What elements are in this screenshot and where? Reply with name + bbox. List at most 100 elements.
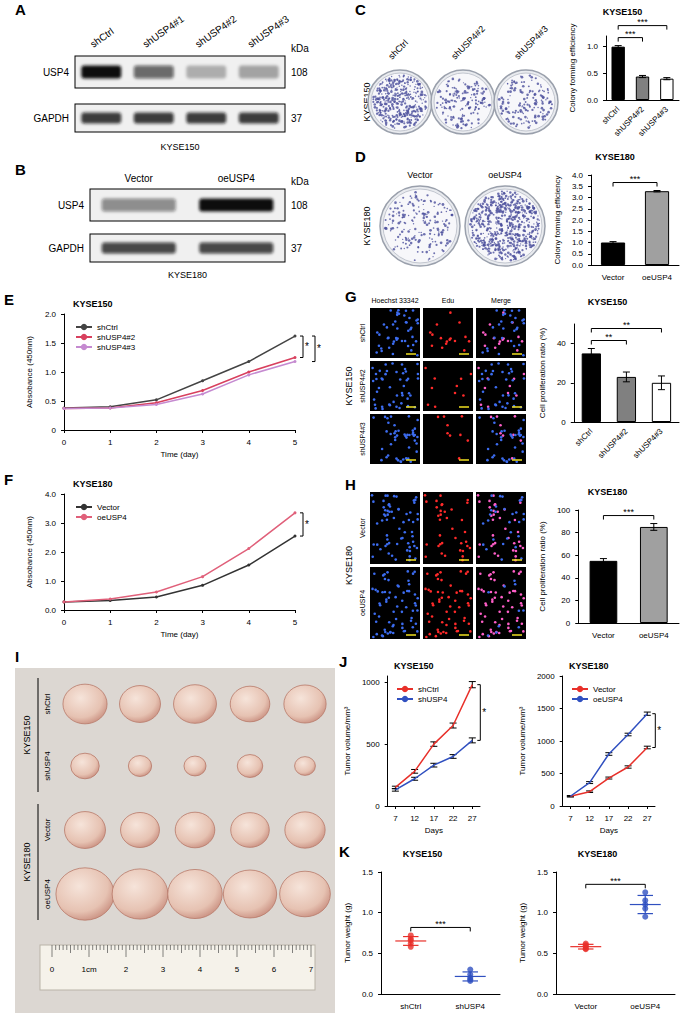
svg-text:shCtrl: shCtrl (573, 427, 594, 448)
svg-text:Colony forming efficiency: Colony forming efficiency (568, 23, 577, 112)
svg-text:KYSE150: KYSE150 (73, 299, 113, 309)
svg-text:oeUSP4: oeUSP4 (639, 631, 669, 640)
svg-text:KYSE180: KYSE180 (73, 479, 113, 489)
svg-text:shUSP4: shUSP4 (456, 1002, 486, 1011)
svg-text:Vector: Vector (574, 1002, 597, 1011)
svg-text:Absobance (450nm): Absobance (450nm) (25, 516, 34, 588)
svg-text:5: 5 (293, 618, 298, 627)
svg-text:H: H (345, 476, 356, 493)
svg-text:1.0: 1.0 (587, 42, 599, 51)
svg-text:1.0: 1.0 (45, 577, 57, 586)
svg-text:0.5: 0.5 (537, 949, 549, 958)
svg-text:Hoechst 33342: Hoechst 33342 (371, 297, 418, 304)
svg-text:2: 2 (124, 965, 129, 974)
svg-text:A: A (15, 1, 26, 18)
svg-text:0: 0 (375, 802, 380, 811)
svg-text:5: 5 (235, 965, 240, 974)
svg-text:KYSE180: KYSE180 (569, 661, 609, 671)
svg-text:1cm: 1cm (81, 965, 96, 974)
svg-text:20: 20 (561, 596, 570, 605)
svg-text:12: 12 (585, 814, 594, 823)
svg-text:shUSP4#3: shUSP4#3 (359, 422, 366, 456)
svg-text:oeUSP4: oeUSP4 (630, 1002, 660, 1011)
svg-text:40: 40 (561, 573, 570, 582)
svg-text:0: 0 (566, 619, 571, 628)
svg-text:shUSP4: shUSP4 (418, 695, 448, 704)
svg-text:shUSP4#2: shUSP4#2 (449, 24, 486, 61)
svg-text:KYSE180: KYSE180 (578, 849, 618, 859)
svg-text:2.0: 2.0 (45, 548, 57, 557)
svg-text:GAPDH: GAPDH (33, 113, 69, 124)
svg-text:6: 6 (272, 965, 277, 974)
svg-text:**: ** (605, 332, 613, 342)
svg-text:20: 20 (557, 378, 566, 387)
svg-text:shCtrl: shCtrl (400, 1002, 421, 1011)
svg-text:Vector: Vector (43, 818, 52, 841)
svg-text:***: *** (630, 174, 641, 184)
svg-text:1.5: 1.5 (362, 868, 374, 877)
svg-text:500: 500 (366, 740, 380, 749)
svg-text:C: C (355, 1, 366, 18)
svg-text:KYSE150: KYSE150 (603, 7, 643, 17)
svg-text:oeUSP4: oeUSP4 (43, 879, 52, 909)
svg-text:4: 4 (247, 618, 252, 627)
svg-text:*: * (317, 343, 321, 354)
svg-text:Tumor volume/mm³: Tumor volume/mm³ (518, 706, 527, 775)
svg-text:1000: 1000 (537, 737, 555, 746)
svg-text:shCtrl: shCtrl (386, 38, 410, 62)
svg-text:0.0: 0.0 (362, 990, 374, 999)
svg-text:37: 37 (291, 113, 303, 124)
svg-text:1.0: 1.0 (537, 908, 549, 917)
svg-text:12: 12 (410, 814, 419, 823)
svg-text:Vector: Vector (125, 173, 154, 184)
svg-text:Time (day): Time (day) (161, 450, 199, 459)
svg-text:Days: Days (600, 826, 618, 835)
svg-text:3: 3 (161, 965, 166, 974)
svg-text:E: E (4, 291, 14, 308)
svg-text:Vector: Vector (592, 631, 615, 640)
svg-text:3.0: 3.0 (45, 519, 57, 528)
svg-text:Colony forming efficiency: Colony forming efficiency (553, 175, 562, 264)
svg-text:kDa: kDa (291, 176, 309, 187)
svg-text:4.0: 4.0 (572, 171, 584, 180)
svg-text:KYSE150: KYSE150 (394, 661, 434, 671)
svg-text:kDa: kDa (291, 43, 309, 54)
svg-text:4.0: 4.0 (45, 490, 57, 499)
svg-text:KYSE150: KYSE150 (403, 849, 443, 859)
svg-text:shCtrl: shCtrl (97, 323, 118, 332)
svg-text:0: 0 (62, 618, 67, 627)
svg-text:0: 0 (561, 418, 566, 427)
svg-text:17: 17 (604, 814, 613, 823)
svg-text:Vector: Vector (602, 273, 625, 282)
svg-text:1.0: 1.0 (45, 368, 57, 377)
svg-text:*: * (482, 707, 486, 718)
svg-text:Days: Days (425, 826, 443, 835)
svg-text:2000: 2000 (537, 672, 555, 681)
svg-text:80: 80 (561, 528, 570, 537)
svg-text:100: 100 (557, 506, 571, 515)
svg-text:Absobance (450nm): Absobance (450nm) (25, 336, 34, 408)
svg-text:shUSP4#2: shUSP4#2 (596, 426, 630, 460)
svg-text:3: 3 (200, 438, 205, 447)
svg-text:KYSE180: KYSE180 (22, 842, 32, 881)
svg-text:1.0: 1.0 (572, 238, 584, 247)
svg-text:KYSE150: KYSE150 (160, 142, 199, 152)
svg-text:Time (day): Time (day) (161, 630, 199, 639)
svg-text:KYSE180: KYSE180 (595, 152, 635, 162)
svg-text:40: 40 (557, 339, 566, 348)
svg-text:B: B (15, 161, 26, 178)
svg-text:*: * (657, 725, 661, 736)
svg-text:***: *** (637, 17, 648, 27)
svg-text:0.5: 0.5 (587, 69, 599, 78)
svg-text:shUSP4#3: shUSP4#3 (246, 13, 292, 50)
svg-text:KYSE150: KYSE150 (22, 715, 32, 754)
svg-text:2: 2 (154, 618, 159, 627)
svg-text:0.5: 0.5 (45, 397, 57, 406)
svg-text:2.0: 2.0 (572, 216, 584, 225)
svg-text:0.0: 0.0 (572, 261, 584, 270)
svg-text:KYSE180: KYSE180 (588, 487, 628, 497)
svg-text:shUSP4#2: shUSP4#2 (193, 13, 239, 50)
svg-text:2.0: 2.0 (45, 310, 57, 319)
svg-text:0.0: 0.0 (587, 96, 599, 105)
svg-text:27: 27 (643, 814, 652, 823)
